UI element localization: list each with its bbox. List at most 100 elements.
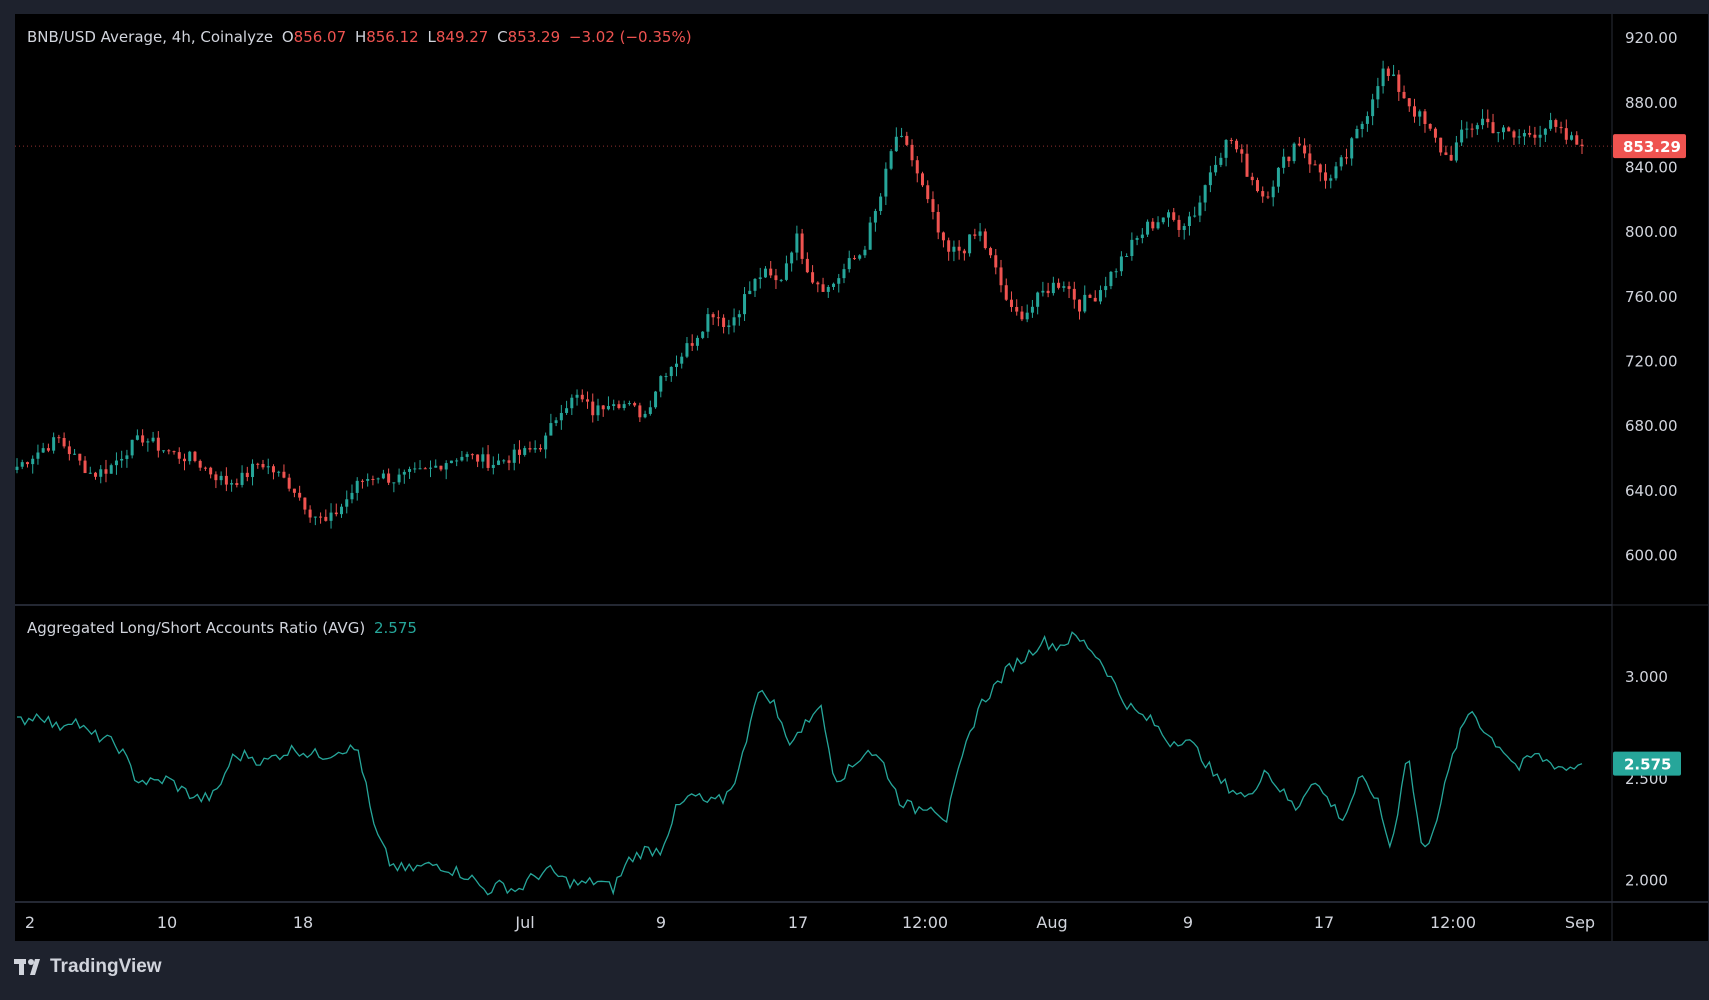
candle-body xyxy=(774,275,778,281)
candle-body xyxy=(167,450,171,452)
candle-body xyxy=(926,185,930,200)
candle-body xyxy=(748,290,752,295)
candle-body xyxy=(753,278,757,291)
candle-body xyxy=(313,516,317,518)
candle-body xyxy=(1522,133,1526,137)
candle-body xyxy=(1109,271,1113,287)
brand-name: TradingView xyxy=(50,956,162,977)
candle-body xyxy=(1088,294,1092,298)
candle-body xyxy=(1554,120,1558,127)
candle-body xyxy=(1261,191,1265,197)
last-ratio-label: 2.575 xyxy=(1624,756,1671,774)
candle-body xyxy=(1308,153,1312,165)
candle-body xyxy=(146,441,150,443)
time-tick-label: 17 xyxy=(1314,913,1334,932)
candle-body xyxy=(695,337,699,346)
candle-body xyxy=(120,458,124,461)
candle-body xyxy=(219,475,223,481)
candle-body xyxy=(994,255,998,268)
candle-body xyxy=(570,397,574,409)
candle-body xyxy=(376,478,380,480)
candle-body xyxy=(873,211,877,223)
candle-body xyxy=(156,437,160,451)
candle-body xyxy=(387,473,391,483)
candle-body xyxy=(1360,123,1364,129)
candle-body xyxy=(1167,212,1171,218)
candle-body xyxy=(381,473,385,479)
candle-body xyxy=(141,435,145,443)
candle-body xyxy=(114,460,118,466)
high-label: H xyxy=(354,28,367,46)
price-tick-label: 760.00 xyxy=(1625,288,1678,306)
candle-body xyxy=(1182,226,1186,230)
candle-body xyxy=(1130,239,1134,257)
candle-body xyxy=(1465,128,1469,130)
candle-body xyxy=(88,472,92,474)
candle-body xyxy=(46,448,50,451)
candle-body xyxy=(455,460,459,462)
candle-body xyxy=(324,516,328,521)
symbol-title: BNB/USD Average, 4h, Coinalyze xyxy=(27,28,274,46)
candle-body xyxy=(408,469,412,472)
candle-body xyxy=(130,439,134,456)
candle-body xyxy=(1512,131,1516,138)
candle-body xyxy=(852,258,856,260)
candle-body xyxy=(1046,290,1050,294)
candle-body xyxy=(805,258,809,273)
candle-body xyxy=(1004,285,1008,300)
candle-body xyxy=(1339,157,1343,167)
candle-body xyxy=(1172,212,1176,220)
candle-body xyxy=(973,234,977,236)
candle-body xyxy=(732,317,736,326)
candle-body xyxy=(177,452,181,459)
candle-body xyxy=(151,437,155,442)
candle-body xyxy=(99,469,103,477)
candle-body xyxy=(329,512,333,521)
last-price-badge xyxy=(1613,134,1686,159)
candle-body xyxy=(879,196,883,212)
candle-body xyxy=(1229,140,1233,142)
candle-body xyxy=(769,268,773,276)
candle-body xyxy=(392,482,396,484)
indicator-legend: Aggregated Long/Short Accounts Ratio (AV… xyxy=(27,619,421,637)
candle-body xyxy=(1517,136,1521,138)
price-tick-label: 880.00 xyxy=(1625,94,1678,112)
candle-body xyxy=(921,173,925,186)
candle-body xyxy=(1146,221,1150,235)
candle-body xyxy=(1350,138,1354,159)
tradingview-logo-icon xyxy=(14,959,40,975)
candle-body xyxy=(659,376,663,392)
candle-body xyxy=(271,466,275,473)
candle-body xyxy=(1413,106,1417,117)
candle-body xyxy=(638,405,642,418)
time-tick-label: 18 xyxy=(293,913,313,932)
candle-body xyxy=(690,343,694,346)
candle-body xyxy=(67,446,71,455)
candle-body xyxy=(345,499,349,507)
candle-body xyxy=(125,455,129,459)
candle-body xyxy=(36,452,40,459)
candle-body xyxy=(1580,144,1584,147)
candle-body xyxy=(648,407,652,414)
candle-body xyxy=(1240,149,1244,154)
candle-body xyxy=(303,497,307,510)
candle-body xyxy=(989,248,993,256)
candle-body xyxy=(193,451,197,461)
candle-body xyxy=(947,240,951,252)
candle-body xyxy=(1549,120,1553,129)
candle-body xyxy=(612,404,616,406)
candle-body xyxy=(968,234,972,254)
candle-body xyxy=(811,272,815,283)
candle-body xyxy=(795,233,799,253)
tradingview-logo[interactable]: TradingView xyxy=(14,956,162,978)
candle-body xyxy=(816,282,820,285)
time-tick-label: Jul xyxy=(514,913,534,932)
candle-body xyxy=(172,451,176,453)
candle-body xyxy=(1496,132,1500,134)
candle-body xyxy=(1083,294,1087,312)
candle-body xyxy=(1245,153,1249,177)
candle-body xyxy=(1365,116,1369,124)
candle-body xyxy=(978,231,982,236)
candle-body xyxy=(340,506,344,515)
candle-body xyxy=(1140,234,1144,239)
